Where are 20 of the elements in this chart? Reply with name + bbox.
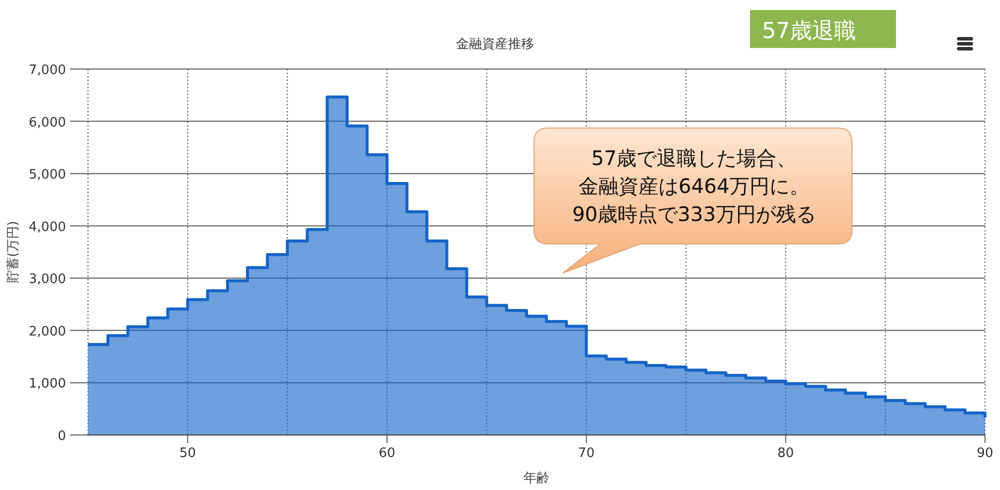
chart-title: 金融資産推移 bbox=[456, 36, 534, 52]
y-tick-label: 4,000 bbox=[28, 220, 66, 235]
y-tick-label: 5,000 bbox=[28, 168, 66, 183]
x-tick-label: 70 bbox=[578, 446, 595, 461]
y-tick-label: 0 bbox=[58, 429, 66, 444]
y-tick-label: 1,000 bbox=[28, 376, 66, 392]
y-tick-label: 7,000 bbox=[28, 63, 66, 78]
annotation: 57歳で退職した場合、 bbox=[591, 146, 797, 170]
x-tick-label: 80 bbox=[777, 446, 794, 461]
y-tick-label: 3,000 bbox=[28, 272, 66, 288]
x-axis-title: 年齢 bbox=[524, 471, 550, 486]
x-tick-label: 90 bbox=[976, 446, 994, 461]
annotation: 90歳時点で333万円が残る bbox=[572, 202, 816, 226]
y-tick-label: 2,000 bbox=[28, 324, 66, 340]
y-tick-label: 6,000 bbox=[28, 115, 66, 130]
annotation: 金融資産は6464万円に。 bbox=[578, 174, 810, 198]
x-tick-label: 50 bbox=[179, 446, 196, 461]
text: 57歳退職 bbox=[762, 19, 856, 44]
x-tick-label: 60 bbox=[378, 446, 396, 461]
y-axis-title: 貯蓄(万円) bbox=[6, 220, 21, 284]
